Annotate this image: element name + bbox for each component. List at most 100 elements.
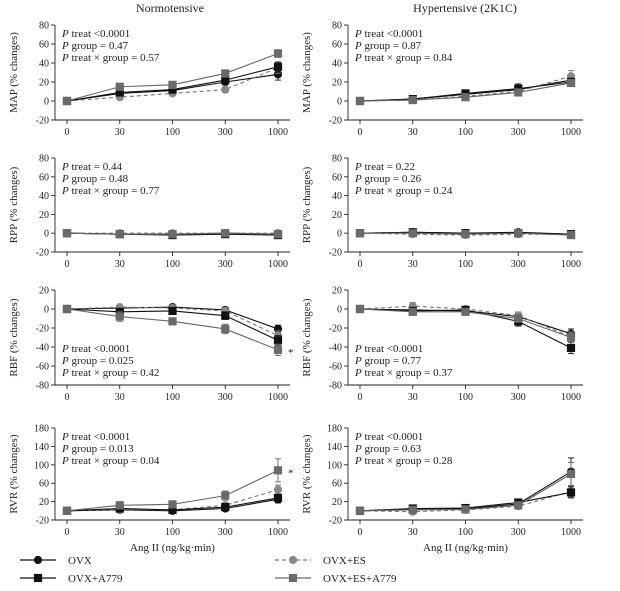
y-tick-label: 20 [39, 286, 49, 297]
data-point [461, 505, 470, 514]
stat-text: P group = 0.48 [61, 173, 129, 185]
panel-rvr-normo: -20 20 60 100 140 180 0 30 100 300 1000 RVR (% chan… [8, 424, 294, 555]
data-point [221, 503, 230, 512]
stat-value: treat × group = 0.04 [69, 455, 160, 467]
x-axis-label: Ang II (ng/kg·min) [423, 542, 508, 554]
stat-value: group = 0.26 [362, 173, 422, 185]
y-axis-label: MAP (% changes) [8, 32, 20, 113]
y-tick-label: 60 [39, 479, 49, 490]
panel-rpp-normo: -20 0 20 40 60 80 0 30 100 300 1000 RPP (% changes)… [8, 154, 290, 270]
stat-value: treat <0.0001 [362, 28, 424, 40]
data-point [115, 230, 124, 239]
stat-text: P group = 0.013 [61, 443, 134, 455]
data-point [273, 466, 283, 475]
stat-value: treat <0.0001 [69, 28, 131, 40]
data-point [273, 336, 283, 345]
stat-value: treat × group = 0.57 [69, 52, 160, 64]
y-tick-label: -80 [36, 381, 49, 392]
x-tick-label: 1000 [268, 259, 288, 270]
data-point [514, 229, 523, 238]
stat-text: P treat × group = 0.42 [61, 367, 159, 379]
stat-value: treat <0.0001 [362, 431, 424, 443]
y-tick-label: 180 [34, 424, 49, 435]
y-tick-label: 80 [332, 154, 342, 165]
data-point [221, 229, 230, 238]
x-tick-label: 0 [358, 259, 363, 270]
stat-value: treat = 0.44 [69, 161, 123, 173]
stat-value: treat <0.0001 [362, 343, 424, 355]
stat-value: treat <0.0001 [69, 431, 131, 443]
stat-p-symbol: P [61, 40, 69, 52]
y-tick-label: -60 [36, 362, 49, 373]
y-tick-label: -20 [329, 116, 342, 127]
data-point [566, 230, 576, 240]
x-tick-label: 300 [218, 127, 233, 138]
stat-value: treat <0.0001 [69, 343, 131, 355]
x-tick-label: 0 [65, 527, 70, 538]
stat-text: P group = 0.63 [354, 443, 422, 455]
y-tick-label: 100 [34, 460, 49, 471]
data-point [273, 345, 283, 354]
stat-value: treat × group = 0.24 [362, 185, 453, 197]
y-tick-label: 60 [332, 172, 342, 183]
data-point [514, 314, 523, 323]
x-tick-label: 300 [218, 392, 233, 403]
series-OVX+ES+A779 [355, 462, 576, 515]
y-tick-label: 100 [327, 460, 342, 471]
data-point [273, 230, 283, 239]
x-tick-label: 300 [511, 392, 526, 403]
stat-value: treat = 0.22 [362, 161, 415, 173]
x-tick-label: 30 [115, 127, 125, 138]
legend-marker [33, 555, 43, 565]
stat-p-symbol: P [354, 40, 362, 52]
panel-rbf-normo: -80 -60 -40 -20 0 20 0 30 100 300 1000 RBF (% chang… [8, 286, 294, 404]
stat-value: group = 0.63 [362, 443, 422, 455]
data-point [408, 95, 417, 105]
x-tick-label: 30 [408, 127, 418, 138]
stat-text: P treat <0.0001 [61, 343, 130, 355]
y-tick-label: -20 [36, 248, 49, 259]
x-axis-label: Ang II (ng/kg·min) [130, 542, 215, 554]
data-point [168, 500, 177, 509]
stat-text: P treat × group = 0.28 [354, 455, 453, 467]
y-tick-label: -40 [36, 343, 49, 354]
x-tick-label: 0 [358, 527, 363, 538]
data-point [408, 229, 417, 238]
y-tick-label: 20 [332, 286, 342, 297]
y-tick-label: 60 [39, 40, 49, 51]
stat-p-symbol: P [354, 161, 362, 173]
y-tick-label: 0 [44, 97, 49, 108]
data-point [115, 82, 124, 91]
x-tick-label: 100 [458, 259, 473, 270]
x-tick-label: 1000 [561, 527, 581, 538]
x-tick-label: 100 [458, 392, 473, 403]
data-point [273, 62, 283, 71]
x-tick-label: 100 [165, 392, 180, 403]
series-OVX+ES+A779 [62, 458, 283, 515]
x-tick-label: 0 [358, 392, 363, 403]
stat-value: group = 0.77 [362, 355, 422, 367]
series-OVX+ES+A779 [62, 304, 283, 356]
y-axis-label: RBF (% changes) [301, 298, 313, 377]
panel-rpp-hyper: -20 0 20 40 60 80 0 30 100 300 1000 RPP (% changes)… [301, 154, 583, 270]
stat-text: P treat × group = 0.04 [61, 455, 160, 467]
stat-p-symbol: P [61, 161, 69, 173]
data-point [273, 49, 283, 58]
y-tick-label: 80 [39, 154, 49, 165]
x-tick-label: 1000 [268, 127, 288, 138]
y-tick-label: 180 [327, 424, 342, 435]
stat-text: P treat × group = 0.77 [61, 185, 160, 197]
data-point [408, 307, 417, 316]
y-tick-label: 60 [39, 172, 49, 183]
legend-label: OVX+A779 [68, 573, 123, 585]
data-point [355, 229, 365, 238]
y-tick-label: 40 [39, 191, 49, 202]
series-OVX+ES+A779 [355, 304, 576, 343]
y-tick-label: -20 [329, 516, 342, 527]
x-tick-label: 300 [511, 127, 526, 138]
y-tick-label: -80 [329, 381, 342, 392]
y-tick-label: 20 [39, 78, 49, 89]
stat-p-symbol: P [354, 52, 362, 64]
stat-p-symbol: P [61, 367, 69, 379]
